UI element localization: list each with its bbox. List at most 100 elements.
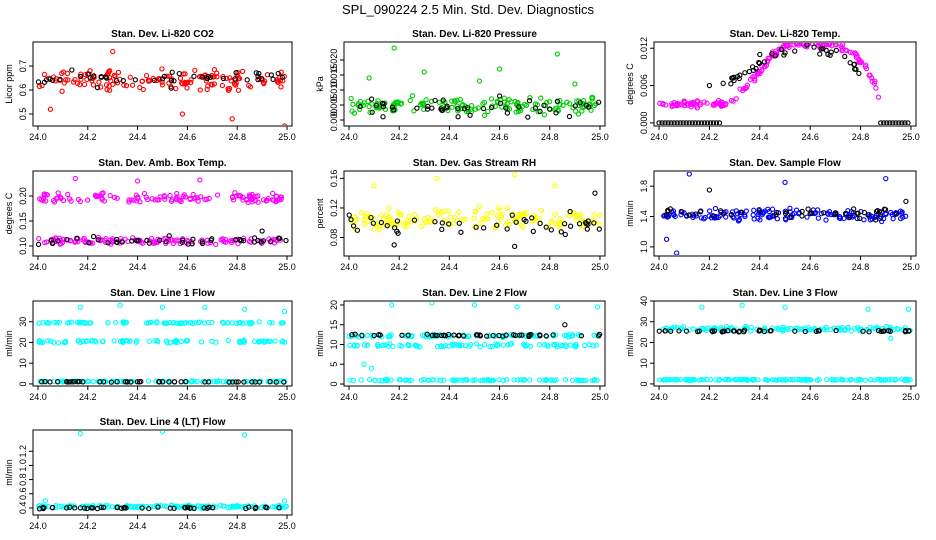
data-point [98, 193, 104, 199]
data-point [893, 120, 899, 125]
data-point [94, 505, 101, 512]
data-point [854, 210, 860, 217]
data-point [268, 238, 274, 245]
data-point [893, 211, 900, 217]
data-point [419, 332, 426, 338]
data-point [114, 195, 120, 201]
data-point [537, 220, 543, 227]
data-point [507, 341, 514, 347]
y-axis-label: ml/min [625, 330, 635, 357]
data-point [868, 213, 874, 219]
data-point [159, 82, 166, 88]
data-point [736, 216, 743, 223]
data-point [81, 81, 88, 88]
data-point [211, 81, 218, 87]
chart-panel: Stan. Dev. Sample Flow 24.0 24.2 24.4 24.6 24… [625, 158, 920, 272]
data-point [163, 238, 169, 245]
data-point [802, 326, 809, 332]
data-point [278, 84, 284, 90]
y-tick-label: 0.10 [18, 237, 28, 255]
data-point [208, 81, 214, 87]
data-point [84, 197, 91, 203]
data-point [367, 377, 373, 383]
data-point [742, 213, 748, 220]
data-point [159, 66, 165, 72]
x-tick-label: 24.4 [129, 132, 147, 142]
data-point [85, 378, 92, 385]
data-point [391, 225, 398, 231]
x-tick-label: 24.4 [129, 392, 147, 402]
data-point [391, 222, 398, 228]
data-point [220, 379, 226, 385]
data-point [90, 233, 97, 240]
data-point [876, 209, 883, 215]
data-point [81, 505, 88, 511]
data-point [756, 208, 762, 214]
x-tick-label: 24.8 [228, 262, 246, 272]
data-point [480, 101, 486, 107]
data-point [671, 212, 677, 218]
data-point [370, 220, 376, 226]
data-point [751, 73, 757, 79]
data-point [581, 342, 588, 349]
data-point [720, 211, 727, 217]
x-tick-label: 24.4 [751, 262, 769, 272]
data-point [593, 342, 600, 348]
data-point [246, 504, 252, 510]
data-point [100, 504, 107, 511]
data-point [244, 196, 250, 203]
data-point [404, 218, 411, 225]
x-tick-label: 25.0 [278, 262, 296, 272]
data-point [482, 216, 488, 223]
data-point [905, 306, 912, 312]
data-point [487, 343, 493, 350]
data-point [103, 239, 109, 246]
chart-title: Stan. Dev. Line 2 Flow [422, 288, 527, 299]
y-tick-label: 0.005 [329, 94, 339, 117]
x-tick-label: 24.0 [650, 262, 668, 272]
data-point [369, 109, 375, 115]
data-point [494, 222, 500, 228]
data-point [124, 379, 130, 385]
data-point [813, 328, 819, 334]
data-point [117, 378, 123, 385]
plot-frame [32, 41, 293, 127]
data-point [373, 102, 380, 109]
data-point [800, 43, 806, 46]
y-tick-label: 0.020 [329, 49, 339, 72]
data-point [883, 323, 889, 330]
data-point [772, 377, 778, 383]
data-point [498, 214, 505, 220]
y-tick-label: 1.2 [18, 445, 28, 458]
data-point [572, 81, 578, 87]
plot-frame [32, 429, 293, 516]
data-point [424, 106, 431, 112]
data-point [55, 190, 61, 196]
data-point [105, 320, 111, 326]
y-axis-label: ml/min [4, 459, 14, 486]
data-point [521, 377, 527, 383]
data-point [597, 212, 603, 218]
data-point [594, 377, 600, 383]
data-point [751, 207, 757, 213]
chart-title: Stan. Dev. Li-820 Pressure [412, 29, 537, 40]
data-point [792, 48, 798, 54]
data-point [41, 191, 47, 197]
data-point [272, 338, 278, 344]
data-point [440, 208, 447, 215]
chart-panel: Stan. Dev. Line 4 (LT) Flow 24.0 24.2 24.4 2… [4, 417, 296, 531]
data-point [121, 82, 127, 88]
y-tick-label: 0.8 [18, 473, 28, 486]
x-tick-label: 24.6 [491, 132, 509, 142]
x-tick-label: 24.6 [179, 392, 197, 402]
data-point [264, 505, 270, 511]
data-point [369, 101, 375, 107]
data-point [146, 238, 153, 244]
data-point [68, 319, 75, 325]
data-point [418, 223, 424, 230]
data-point [152, 337, 158, 344]
data-point [823, 217, 829, 223]
x-tick-label: 25.0 [902, 262, 920, 272]
data-point [409, 93, 416, 99]
y-tick-label: 10 [18, 358, 28, 368]
